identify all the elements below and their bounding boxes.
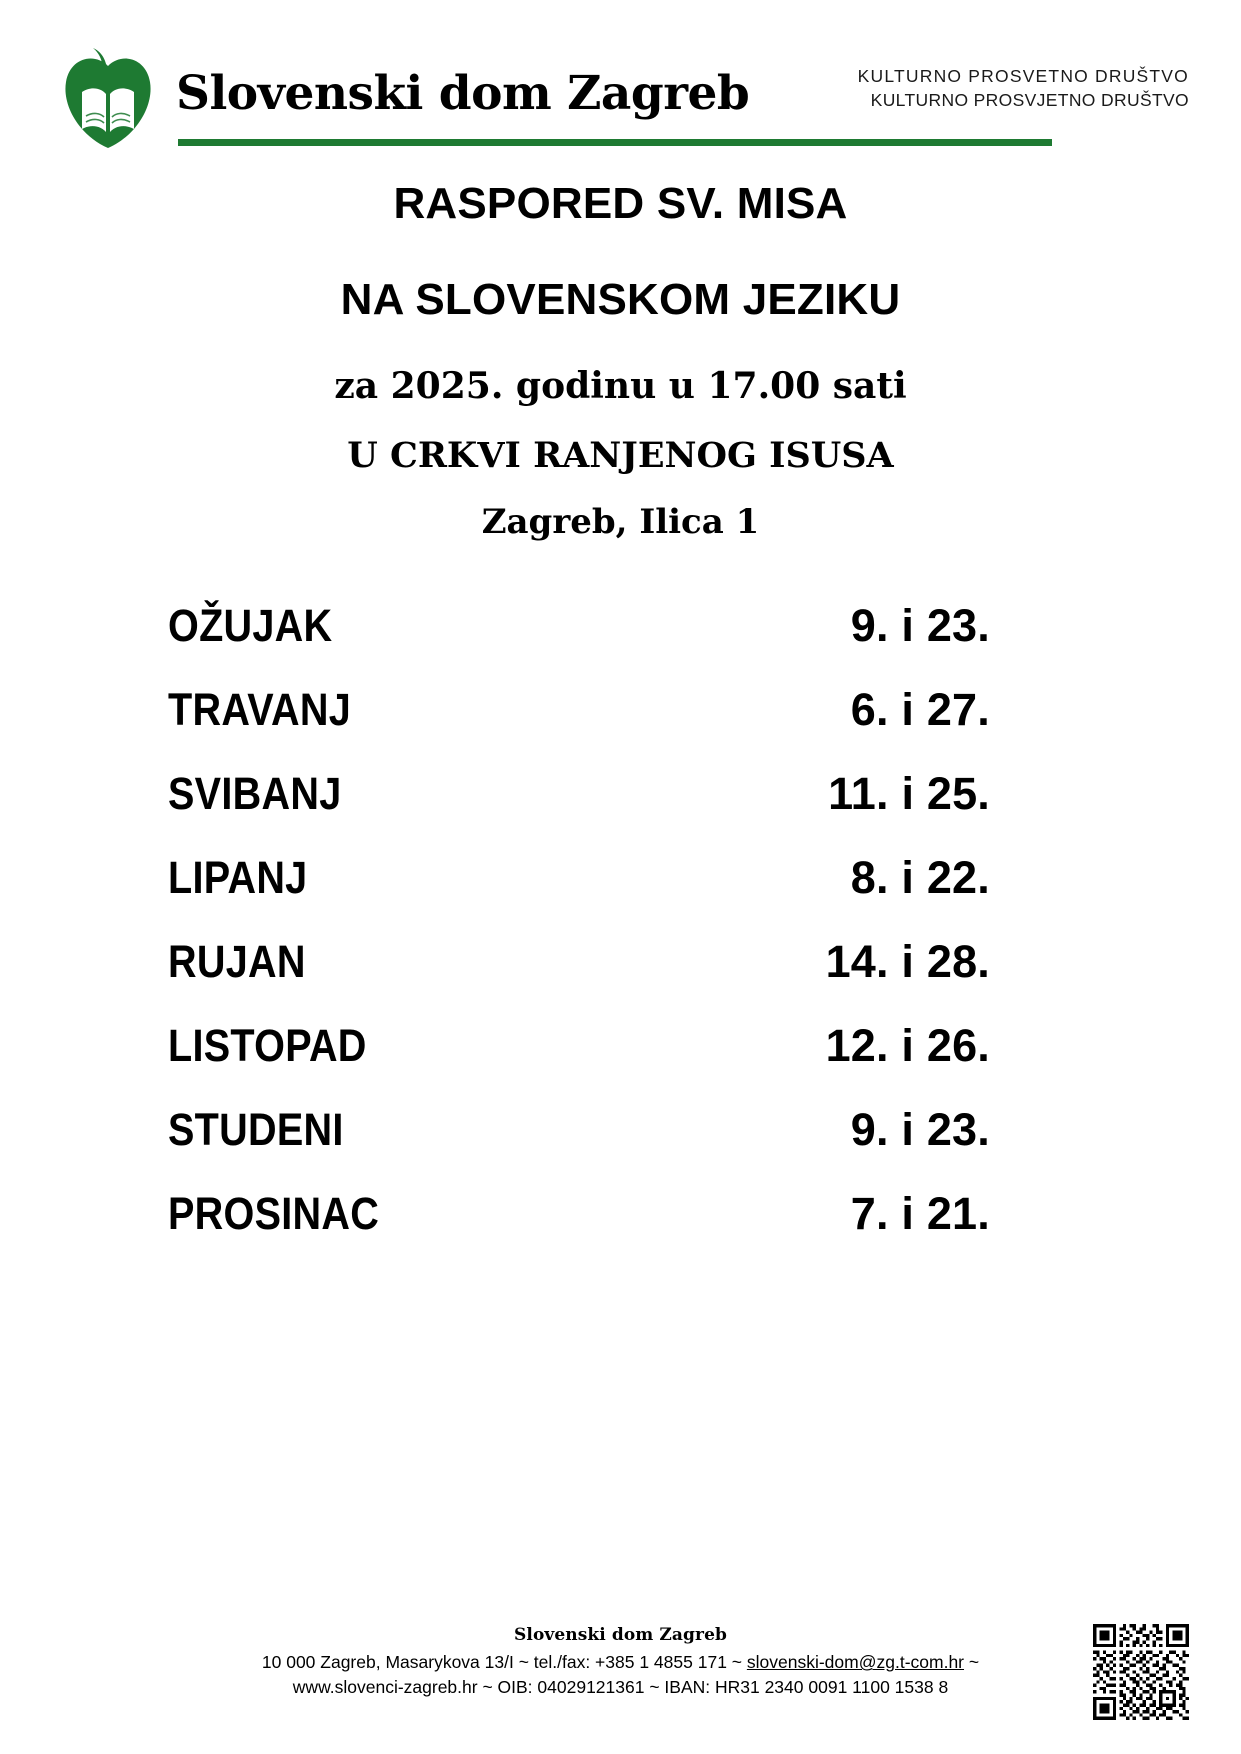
footer-address-suffix: ~ (964, 1652, 980, 1673)
month-dates: 11. i 25. (828, 768, 990, 819)
title-line-raspored: RASPORED SV. MISA (393, 179, 848, 228)
schedule-row: PROSINAC 7. i 21. (168, 1188, 990, 1272)
month-dates: 14. i 28. (825, 936, 990, 987)
tagline-slovenian: KULTURNO PROSVETNO DRUŠTVO (857, 66, 1189, 86)
month-dates: 9. i 23. (850, 1104, 990, 1155)
subtitle-church: U CRKVI RANJENOG ISUSA (347, 435, 894, 476)
month-dates: 6. i 27. (850, 684, 990, 735)
page-footer: Slovenski dom Zagreb 10 000 Zagreb, Masa… (0, 1625, 1241, 1700)
schedule-row: LISTOPAD 12. i 26. (168, 1020, 990, 1104)
schedule-row: SVIBANJ 11. i 25. (168, 768, 990, 852)
organization-wordmark: Slovenski dom Zagreb (176, 66, 750, 121)
month-label: STUDENI (168, 1104, 344, 1155)
subtitle-address: Zagreb, Ilica 1 (481, 502, 760, 542)
month-label: LIPANJ (168, 852, 308, 903)
mass-schedule-list: OŽUJAK 9. i 23. TRAVANJ 6. i 27. SVIBANJ… (168, 600, 990, 1272)
footer-email-link[interactable]: slovenski-dom@zg.t-com.hr (746, 1652, 965, 1673)
month-dates: 7. i 21. (850, 1188, 990, 1239)
month-label: SVIBANJ (168, 768, 342, 819)
tagline-croatian: KULTURNO PROSVJETNO DRUŠTVO (870, 90, 1189, 111)
title-line-jezik: NA SLOVENSKOM JEZIKU (340, 275, 901, 324)
month-label: PROSINAC (168, 1188, 380, 1239)
poster-title-block: RASPORED SV. MISA NA SLOVENSKOM JEZIKU z… (0, 179, 1241, 542)
page-header: Slovenski dom Zagreb KULTURNO PROSVETNO … (0, 0, 1241, 160)
subtitle-year-time: za 2025. godinu u 17.00 sati (334, 365, 907, 407)
qr-code-icon (1093, 1624, 1189, 1720)
schedule-row: LIPANJ 8. i 22. (168, 852, 990, 936)
footer-web-oib-iban-line: www.slovenci-zagreb.hr ~ OIB: 0402912136… (292, 1677, 949, 1698)
schedule-row: RUJAN 14. i 28. (168, 936, 990, 1020)
month-label: LISTOPAD (168, 1020, 367, 1071)
month-label: RUJAN (168, 936, 306, 987)
month-dates: 9. i 23. (850, 600, 990, 651)
month-label: TRAVANJ (168, 684, 351, 735)
header-divider-rule (178, 139, 1052, 146)
schedule-row: TRAVANJ 6. i 27. (168, 684, 990, 768)
footer-contact-line: 10 000 Zagreb, Masarykova 13/I ~ tel./fa… (0, 1650, 1241, 1675)
month-dates: 12. i 26. (825, 1020, 990, 1071)
organization-tagline: KULTURNO PROSVETNO DRUŠTVO KULTURNO PROS… (858, 64, 1189, 112)
schedule-row: OŽUJAK 9. i 23. (168, 600, 990, 684)
apple-book-logo-icon (60, 44, 156, 150)
month-label: OŽUJAK (168, 600, 333, 651)
footer-organization-name: Slovenski dom Zagreb (514, 1625, 727, 1646)
schedule-row: STUDENI 9. i 23. (168, 1104, 990, 1188)
month-dates: 8. i 22. (850, 852, 990, 903)
footer-address-text: 10 000 Zagreb, Masarykova 13/I ~ tel./fa… (261, 1652, 747, 1673)
